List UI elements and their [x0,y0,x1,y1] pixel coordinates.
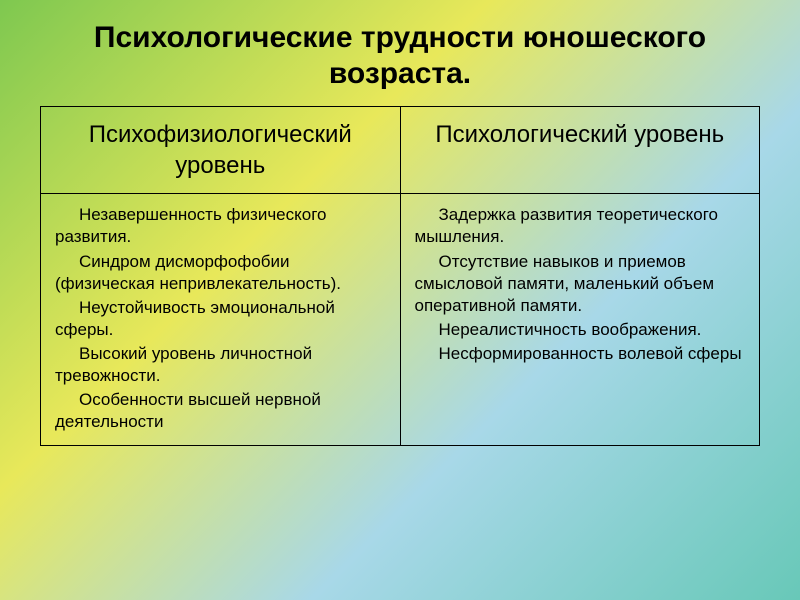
body-left: Незавершенность физического развития. Си… [41,194,401,446]
left-item: Синдром дисморфофобии (физическая неприв… [55,251,386,295]
slide-title: Психологические трудности юношеского воз… [40,20,760,92]
header-left: Психофизиологический уровень [41,107,401,194]
right-item: Отсутствие навыков и приемов смысловой п… [415,251,746,317]
body-right: Задержка развития теоретического мышлени… [400,194,760,446]
left-item: Незавершенность физического развития. [55,204,386,248]
right-item: Несформированность волевой сферы [415,343,746,365]
content-table: Психофизиологический уровень Психологиче… [40,106,760,446]
left-item: Особенности высшей нервной деятельности [55,389,386,433]
left-item: Неустойчивость эмоциональной сферы. [55,297,386,341]
left-item: Высокий уровень личностной тревожности. [55,343,386,387]
right-item: Задержка развития теоретического мышлени… [415,204,746,248]
right-item: Нереалистичность воображения. [415,319,746,341]
header-right: Психологический уровень [400,107,760,194]
